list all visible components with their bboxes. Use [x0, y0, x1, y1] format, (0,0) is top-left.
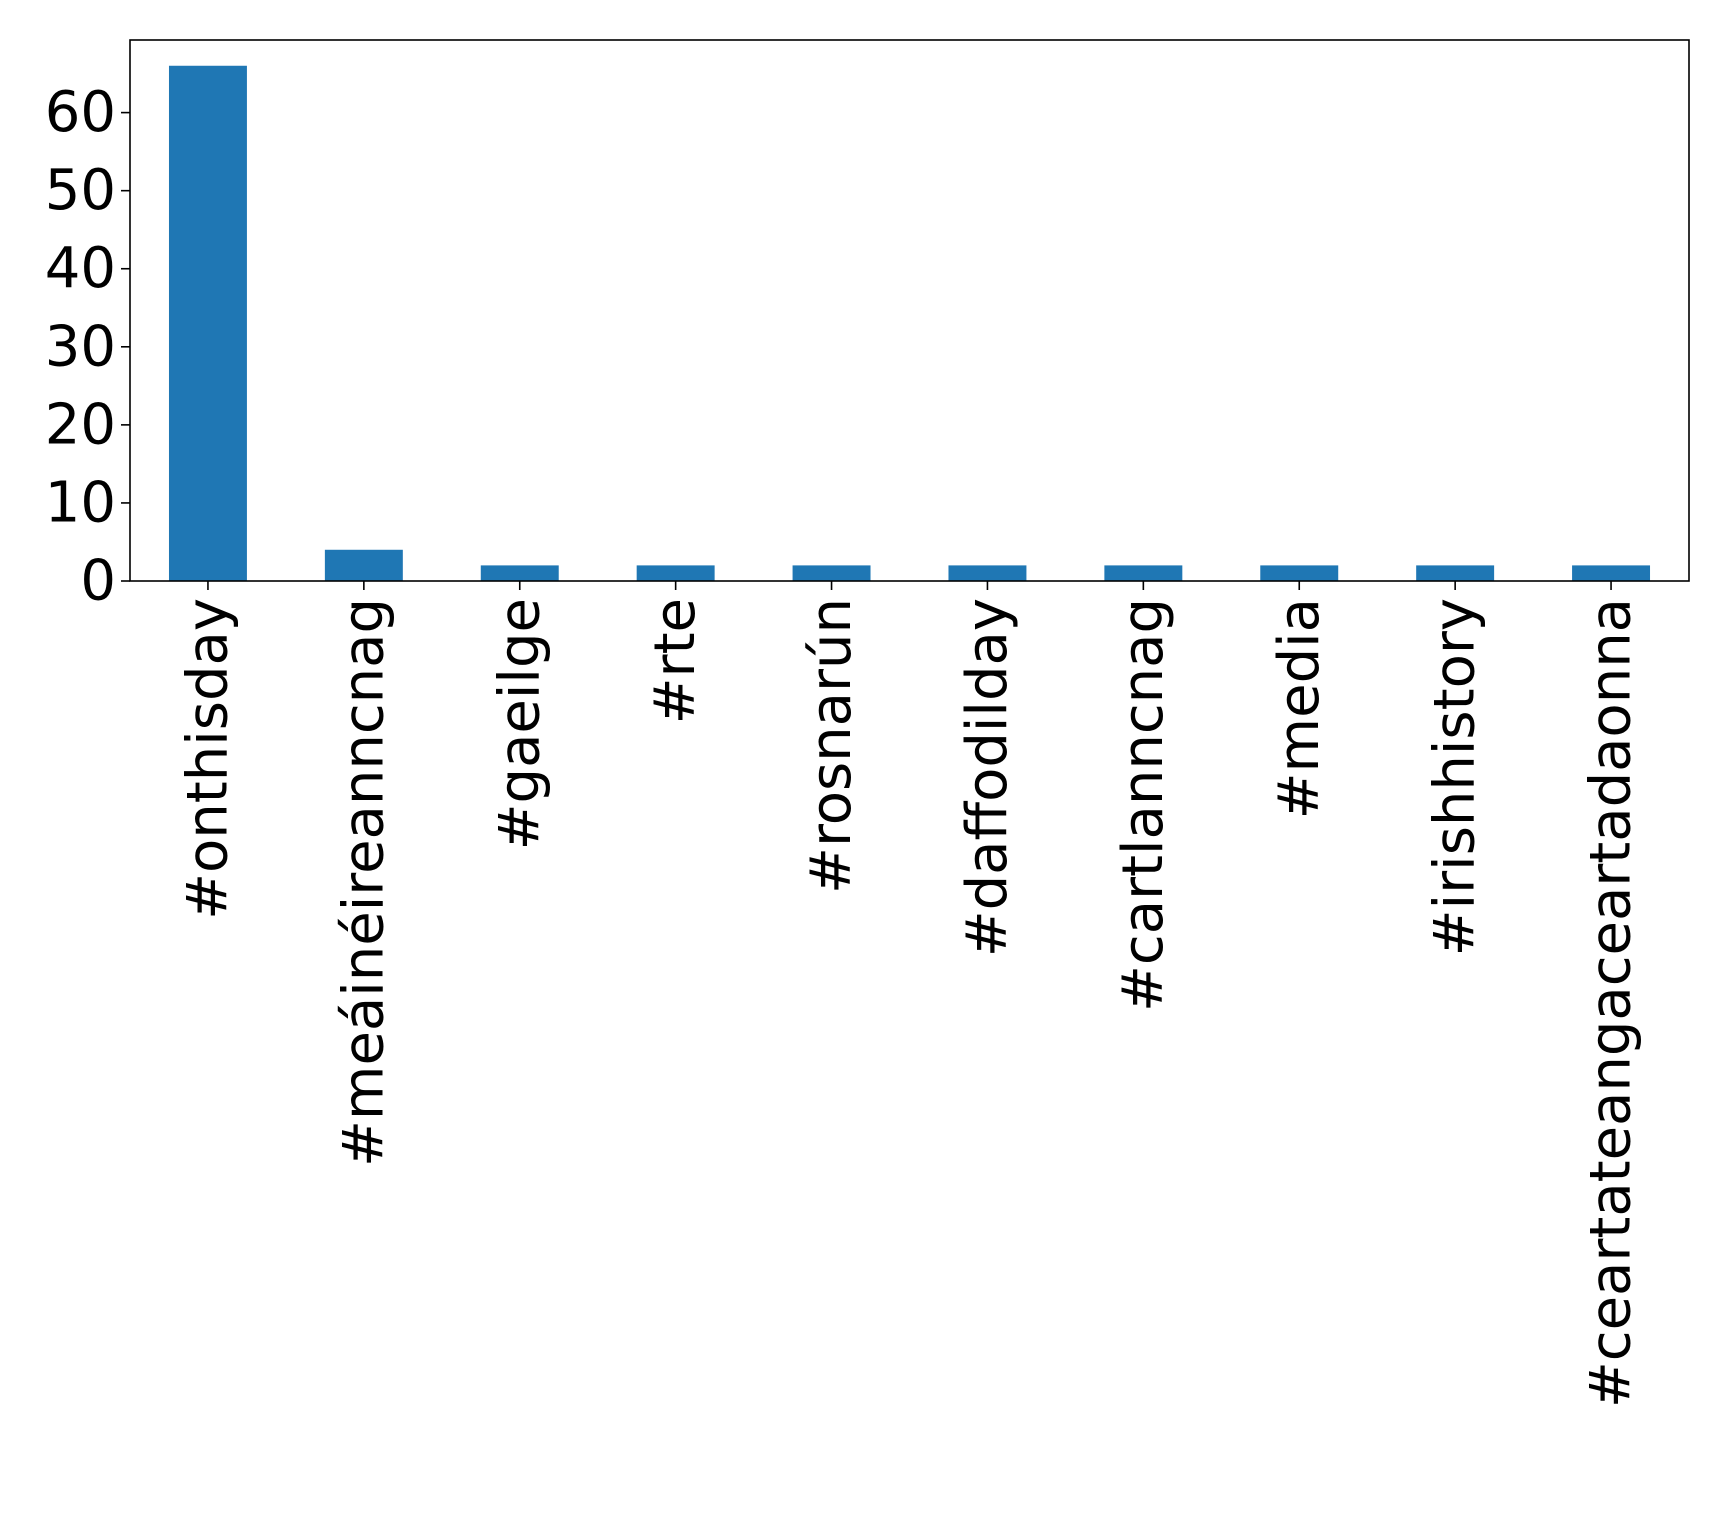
x-tick-label: #daffodilday: [955, 598, 1020, 957]
x-tick-label: #media: [1267, 598, 1332, 819]
plot-frame: [129, 39, 1690, 582]
x-tick-label: #onthisday: [175, 598, 240, 920]
x-axis: #onthisday #meáinéireanncnag #gaeilge #rte #…: [175, 581, 1644, 1408]
x-tick-label: #ceartateangaceartadaonna: [1579, 598, 1644, 1408]
x-tick-label: #meáinéireanncnag: [331, 598, 396, 1167]
x-tick-label: #rosnarún: [799, 598, 864, 894]
y-tick-label: 30: [45, 314, 116, 379]
x-tick-label: #rte: [643, 598, 708, 724]
y-tick-label: 10: [45, 470, 116, 535]
bar-1: [324, 549, 403, 581]
bar-4: [792, 565, 871, 581]
y-tick-label: 40: [45, 236, 116, 301]
x-tick-label: #gaeilge: [487, 598, 552, 850]
y-tick-label: 0: [80, 549, 116, 614]
y-tick-label: 20: [45, 392, 116, 457]
bars-layer: [168, 65, 1651, 581]
bar-6: [1104, 565, 1183, 581]
bar-3: [636, 565, 715, 581]
bar-7: [1260, 565, 1339, 581]
bar-9: [1572, 565, 1651, 581]
bar-5: [948, 565, 1027, 581]
y-axis: 0 10 20 30 40 50 60: [45, 80, 130, 614]
bar-0: [168, 65, 247, 581]
x-tick-label: #cartlanncnag: [1111, 598, 1176, 1012]
x-tick-label: #irishhistory: [1423, 598, 1488, 956]
bar-2: [480, 565, 559, 581]
y-tick-label: 50: [45, 158, 116, 223]
y-tick-label: 60: [45, 80, 116, 145]
bar-8: [1416, 565, 1495, 581]
